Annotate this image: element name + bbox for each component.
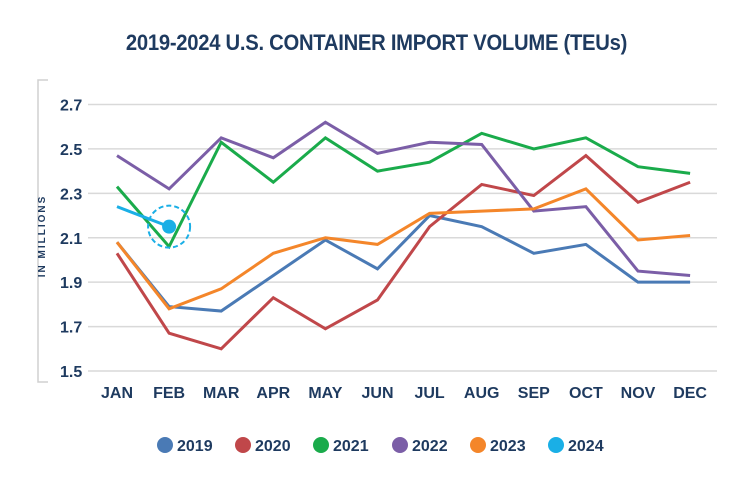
x-tick-label: JUL	[414, 385, 444, 402]
x-tick-label: FEB	[153, 385, 185, 402]
x-tick-label: JAN	[101, 385, 133, 402]
legend-marker-2022	[392, 437, 408, 453]
series-line-2020	[115, 153, 691, 351]
x-tick-label: NOV	[621, 385, 656, 402]
legend-label-2022: 2022	[412, 438, 448, 455]
y-tick-labels: 2.7 2.5 2.3 2.1 1.9 1.7 1.5	[60, 98, 82, 382]
gridlines	[88, 103, 717, 372]
series-lines	[115, 120, 691, 351]
x-tick-label: SEP	[518, 385, 550, 402]
y-tick-label: 1.7	[60, 320, 82, 337]
legend: 2019 2020 2021 2022 2023 2024	[157, 437, 604, 455]
highlight-point	[162, 219, 177, 234]
legend-label-2023: 2023	[490, 438, 526, 455]
legend-marker-2020	[235, 437, 251, 453]
legend-label-2024: 2024	[568, 438, 604, 455]
legend-marker-2021	[313, 437, 329, 453]
series-line-2022	[116, 120, 691, 277]
legend-label-2019: 2019	[177, 438, 213, 455]
x-tick-label: OCT	[569, 385, 603, 402]
chart-title: 2019-2024 U.S. CONTAINER IMPORT VOLUME (…	[125, 30, 628, 55]
highlight-ring	[147, 204, 192, 249]
y-axis-bracket-line	[37, 79, 48, 383]
series-line-2021	[115, 131, 691, 250]
legend-label-2021: 2021	[333, 438, 369, 455]
series-line-2024	[116, 205, 170, 229]
legend-marker-2023	[470, 437, 486, 453]
x-tick-label: JUN	[361, 385, 393, 402]
x-tick-label: DEC	[673, 385, 707, 402]
y-axis-bracket	[37, 79, 48, 383]
series-line-2023	[115, 187, 691, 311]
x-tick-label: AUG	[464, 385, 500, 402]
legend-marker-2019	[157, 437, 173, 453]
y-axis-label: IN MILLIONS	[37, 195, 48, 278]
y-tick-label: 2.7	[60, 98, 82, 115]
y-tick-label: 2.3	[60, 186, 82, 203]
legend-marker-2024	[548, 437, 564, 453]
y-tick-label: 2.5	[60, 142, 82, 159]
y-tick-label: 1.5	[60, 364, 82, 381]
series-line-2019	[115, 213, 691, 313]
x-tick-label: MAY	[308, 385, 342, 402]
x-tick-label: MAR	[203, 385, 240, 402]
y-tick-label: 2.1	[60, 231, 82, 248]
x-tick-label: APR	[256, 385, 290, 402]
legend-label-2020: 2020	[255, 438, 291, 455]
x-tick-labels: JAN FEB MAR APR MAY JUN JUL AUG SEP OCT NOV DEC	[101, 385, 707, 402]
y-tick-label: 1.9	[60, 275, 82, 292]
